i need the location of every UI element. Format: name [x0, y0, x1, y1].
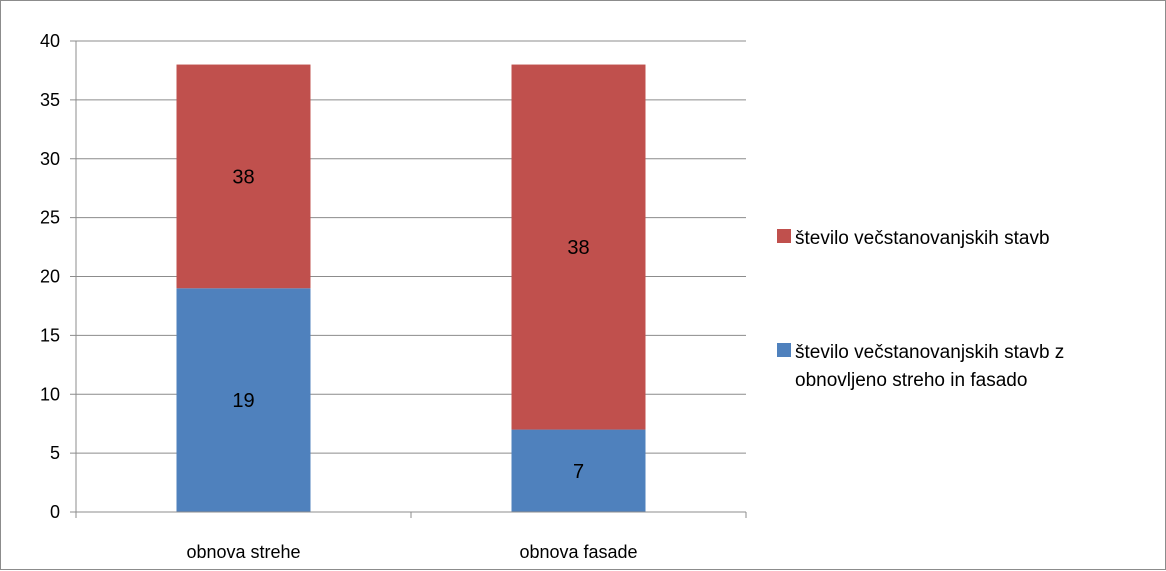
bar-series0-obnova-fasade: [511, 429, 646, 512]
legend-swatch: [777, 229, 791, 243]
legend-label: obnovljeno streho in fasado: [795, 370, 1027, 391]
bar-series1-obnova-fasade: [511, 64, 646, 430]
y-tick-label: 35: [40, 90, 60, 110]
x-tick-label: obnova fasade: [519, 542, 637, 562]
legend: število večstanovanjskih stavb število ve…: [777, 228, 1064, 391]
y-tick-label: 0: [50, 502, 60, 522]
data-labels: 19 38 7 38: [232, 166, 589, 482]
data-label: 19: [232, 390, 254, 412]
y-tick-label: 25: [40, 208, 60, 228]
legend-label: število večstanovanjskih stavb: [795, 228, 1050, 249]
y-tick-label: 15: [40, 325, 60, 345]
data-label: 38: [567, 237, 589, 259]
y-tick-label: 40: [40, 31, 60, 51]
data-label: 7: [573, 461, 584, 483]
bars: [176, 64, 646, 512]
axes: 0 5 10 15 20 25 30 35 40 obnova strehe obnova fasa…: [40, 31, 747, 562]
bar-series0-obnova-strehe: [176, 288, 311, 512]
legend-label: število večstanovanjskih stavb z: [795, 342, 1064, 363]
y-tick-label: 20: [40, 267, 60, 287]
y-tick-label: 30: [40, 149, 60, 169]
bar-series1-obnova-strehe: [176, 64, 311, 289]
y-tick-label: 10: [40, 384, 60, 404]
y-tick-label: 5: [50, 443, 60, 463]
legend-swatch: [777, 343, 791, 357]
x-tick-label: obnova strehe: [186, 542, 300, 562]
data-label: 38: [232, 166, 254, 188]
